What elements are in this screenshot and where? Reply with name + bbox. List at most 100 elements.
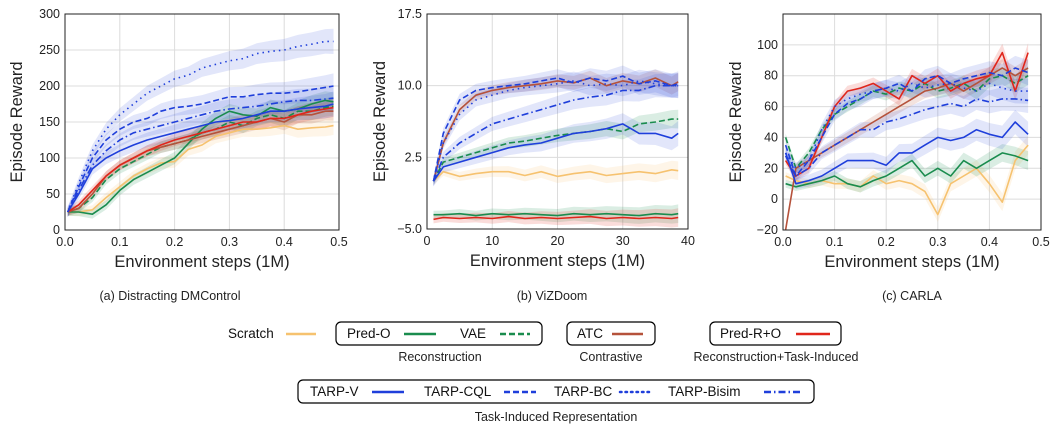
band-tarp-bisim (67, 85, 334, 218)
y-tick-label: 0 (771, 192, 778, 206)
series-pred-o (433, 212, 679, 217)
x-tick-label: 0.3 (221, 235, 238, 249)
series-pred-ro (433, 215, 679, 221)
x-tick-label: 40 (681, 234, 695, 248)
series-tarp-v (67, 103, 334, 213)
legend-box-recon-task (709, 321, 842, 346)
band-tarp-v (67, 91, 334, 218)
y-tick-label: 200 (39, 79, 60, 93)
series-atc (432, 77, 679, 182)
legend-label-scratch: Scratch (228, 326, 274, 341)
series-tarp-cql (784, 67, 1029, 177)
x-tick-label: 0.1 (826, 235, 843, 249)
band-tarp-cql (785, 55, 1029, 182)
x-tick-label: 0.0 (774, 235, 791, 249)
confidence-bands (433, 65, 679, 228)
legend-group-recon-task: Reconstruction+Task-Induced (693, 350, 858, 364)
y-tick-label: 150 (39, 115, 60, 129)
legend-label-tarp-bc: TARP-BC (554, 384, 613, 399)
legend-box-task-induced (297, 379, 815, 404)
grid (782, 14, 1042, 231)
plot-frame (782, 13, 1042, 231)
subplot-caption: (b) ViZDoom (517, 289, 588, 303)
y-axis-label: Episode Reward (371, 61, 389, 182)
series-pred-o (785, 152, 1029, 188)
series-lines (784, 51, 1029, 231)
y-tick-label: 10.0 (398, 79, 422, 93)
legend-group-contrastive: Contrastive (579, 350, 642, 364)
series-vae (784, 74, 1029, 170)
plot-area (783, 14, 1041, 230)
series-vae (432, 118, 679, 182)
band-vae (433, 109, 679, 186)
band-vae (785, 66, 1029, 173)
y-tick-label: 40 (764, 130, 778, 144)
y-tick-label: 300 (39, 7, 60, 21)
series-lines (66, 40, 334, 215)
x-axis-label: Environment steps (1M) (114, 253, 289, 271)
x-tick-label: 30 (616, 234, 630, 248)
legend-label-vae: VAE (460, 326, 486, 341)
y-tick-label: 60 (764, 100, 778, 114)
legend-label-tarp-bisim: TARP-Bisim (668, 384, 741, 399)
band-tarp-v (785, 109, 1029, 190)
series-tarp-bisim (432, 84, 679, 182)
band-tarp-cql (433, 65, 679, 187)
y-axis-label: Episode Reward (727, 61, 745, 182)
y-tick-label: 250 (39, 43, 60, 57)
y-tick-label: −5.0 (397, 222, 422, 236)
band-tarp-bc (433, 69, 679, 187)
chart-1: 0 50 100 150 200 250 300 0.0 0.1 0.2 0.3 0.4 0.5 Envi… (8, 7, 348, 303)
x-tick-label: 0.1 (111, 235, 128, 249)
subplot-caption: (a) Distracting DMControl (99, 289, 240, 303)
x-tick-label: 0 (424, 234, 431, 248)
band-tarp-bc (67, 28, 334, 218)
series-pred-ro (67, 106, 334, 213)
x-tick-label: 20 (551, 234, 565, 248)
band-scratch (433, 160, 679, 186)
legend-label-pred-o: Pred-O (347, 326, 391, 341)
legend-group-reconstruction: Reconstruction (398, 350, 481, 364)
x-axis-label: Environment steps (1M) (470, 252, 645, 270)
legend-label-pred-ro: Pred-R+O (720, 326, 781, 341)
series-tarp-bisim (784, 98, 1029, 177)
x-tick-label: 0.4 (276, 235, 293, 249)
series-tarp-v (784, 121, 1029, 185)
band-pred-o (785, 144, 1029, 193)
x-tick-label: 0.2 (166, 235, 183, 249)
legend-label-tarp-v: TARP-V (310, 384, 359, 399)
y-tick-label: 80 (764, 69, 778, 83)
band-tarp-bc (785, 72, 1029, 174)
y-tick-label: 17.5 (398, 7, 422, 21)
y-axis-label: Episode Reward (8, 61, 26, 182)
plot-frame (64, 13, 340, 231)
chart-2: −5.0 2.5 10.0 17.5 0 10 20 30 40 Environment step… (371, 7, 695, 303)
band-pred-o (67, 91, 334, 219)
series-lines (432, 75, 679, 221)
x-tick-label: 0.5 (1032, 235, 1049, 249)
series-scratch (785, 144, 1029, 216)
x-tick-label: 0.3 (929, 235, 946, 249)
series-scratch (67, 124, 334, 213)
band-pred-o (433, 204, 679, 224)
chart-3: −20 0 20 40 60 80 100 0.0 0.1 0.2 0.3 0.4 0.5 Environ… (727, 13, 1050, 303)
legend: Scratch Pred-O VAE Reconstruction ATC Co… (228, 321, 859, 424)
x-tick-label: 10 (485, 234, 499, 248)
y-tick-label: 0 (53, 223, 60, 237)
legend-label-atc: ATC (577, 326, 603, 341)
x-tick-label: 0.5 (330, 235, 347, 249)
legend-group-task-induced: Task-Induced Representation (475, 410, 638, 424)
legend-box-reconstruction (335, 321, 543, 346)
y-tick-label: 20 (764, 161, 778, 175)
y-tick-label: 50 (46, 187, 60, 201)
band-tarp-v (433, 113, 679, 187)
plot-frame (426, 13, 689, 230)
x-axis-label: Environment steps (1M) (824, 253, 999, 271)
subplot-caption: (c) CARLA (882, 289, 942, 303)
band-pred-ro (67, 98, 334, 216)
series-vae (67, 105, 334, 213)
series-tarp-bisim (66, 97, 334, 213)
x-tick-label: 0.2 (878, 235, 895, 249)
